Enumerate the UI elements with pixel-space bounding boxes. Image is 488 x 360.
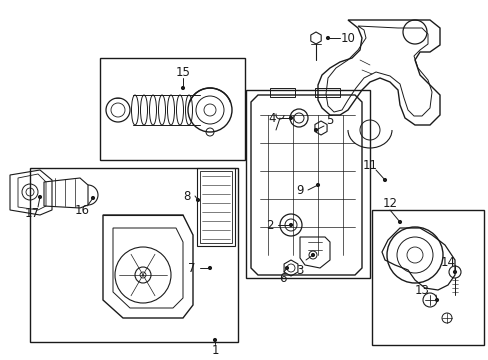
Text: 12: 12 xyxy=(382,197,397,210)
Text: 4: 4 xyxy=(268,112,275,125)
Circle shape xyxy=(196,198,199,202)
Text: 15: 15 xyxy=(175,66,190,78)
Circle shape xyxy=(311,253,314,257)
Circle shape xyxy=(39,195,41,198)
Text: 10: 10 xyxy=(340,32,355,45)
Text: 17: 17 xyxy=(24,207,40,220)
Text: 5: 5 xyxy=(325,113,333,126)
Circle shape xyxy=(213,338,216,342)
Text: 16: 16 xyxy=(74,203,89,216)
Circle shape xyxy=(91,197,94,199)
Bar xyxy=(100,58,244,160)
Text: 1: 1 xyxy=(211,343,218,356)
Circle shape xyxy=(285,266,288,270)
Bar xyxy=(197,168,235,246)
Text: 8: 8 xyxy=(183,189,190,202)
Circle shape xyxy=(289,117,292,120)
Circle shape xyxy=(435,298,438,302)
Circle shape xyxy=(208,266,211,270)
Circle shape xyxy=(452,270,456,274)
Circle shape xyxy=(181,86,184,90)
Bar xyxy=(371,210,483,345)
Text: 11: 11 xyxy=(362,158,377,171)
Circle shape xyxy=(316,184,319,186)
Text: 6: 6 xyxy=(279,271,286,284)
Text: 3: 3 xyxy=(296,264,303,276)
Text: 2: 2 xyxy=(265,219,273,231)
Bar xyxy=(245,90,369,278)
Circle shape xyxy=(289,224,292,226)
Circle shape xyxy=(314,129,317,131)
Bar xyxy=(30,168,238,342)
Bar xyxy=(200,171,231,243)
Circle shape xyxy=(383,179,386,181)
Circle shape xyxy=(326,36,329,40)
Text: 13: 13 xyxy=(414,284,428,297)
Text: 7: 7 xyxy=(188,261,195,274)
Circle shape xyxy=(398,220,401,224)
Text: 9: 9 xyxy=(296,184,303,197)
Text: 14: 14 xyxy=(440,256,454,269)
